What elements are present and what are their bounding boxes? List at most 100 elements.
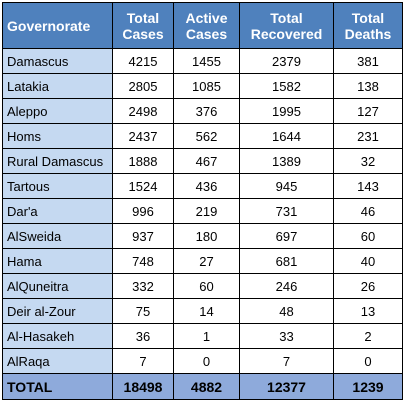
table-row: Al-Hasakeh 36 1 33 2 <box>2 323 403 349</box>
total-cases-cell: 75 <box>112 298 174 324</box>
covid-governorate-table: Governorate Total Cases Active Cases Total… <box>2 2 403 400</box>
active-cases-cell: 436 <box>173 173 240 199</box>
header-row: Governorate Total Cases Active Cases Total… <box>2 2 403 49</box>
governorate-cell: Deir al-Zour <box>2 298 113 324</box>
header-total-deaths: Total Deaths <box>333 2 403 49</box>
active-cases-cell: 467 <box>173 148 240 174</box>
governorate-cell: AlSweida <box>2 223 113 249</box>
table-row: Damascus 4215 1455 2379 381 <box>2 48 403 74</box>
header-total-cases-line1: Total <box>126 9 160 26</box>
total-cases-cell: 7 <box>112 348 174 374</box>
deaths-cell: 231 <box>333 123 403 149</box>
governorate-cell: Homs <box>2 123 113 149</box>
deaths-cell: 0 <box>333 348 403 374</box>
table-row: AlRaqa 7 0 7 0 <box>2 348 403 374</box>
total-cases-sum-cell: 18498 <box>112 373 174 400</box>
active-cases-cell: 562 <box>173 123 240 149</box>
table-row: Tartous 1524 436 945 143 <box>2 173 403 199</box>
deaths-cell: 26 <box>333 273 403 299</box>
total-cases-cell: 4215 <box>112 48 174 74</box>
recovered-cell: 681 <box>239 248 334 274</box>
recovered-cell: 1995 <box>239 98 334 124</box>
deaths-cell: 127 <box>333 98 403 124</box>
header-active-cases-line2: Cases <box>185 25 228 42</box>
deaths-cell: 60 <box>333 223 403 249</box>
header-active-cases-line1: Active <box>185 9 228 26</box>
governorate-cell: Dar'a <box>2 198 113 224</box>
recovered-sum-cell: 12377 <box>239 373 334 400</box>
total-cases-cell: 748 <box>112 248 174 274</box>
deaths-cell: 32 <box>333 148 403 174</box>
deaths-cell: 2 <box>333 323 403 349</box>
recovered-cell: 246 <box>239 273 334 299</box>
header-total-deaths-line1: Total <box>351 9 385 26</box>
recovered-cell: 1389 <box>239 148 334 174</box>
governorate-cell: AlQuneitra <box>2 273 113 299</box>
total-cases-cell: 36 <box>112 323 174 349</box>
recovered-cell: 2379 <box>239 48 334 74</box>
active-cases-cell: 1455 <box>173 48 240 74</box>
header-total-recovered: Total Recovered <box>239 2 334 49</box>
deaths-cell: 143 <box>333 173 403 199</box>
covid-governorate-table-container: Governorate Total Cases Active Cases Total… <box>2 2 403 400</box>
active-cases-sum-cell: 4882 <box>173 373 240 400</box>
header-total-deaths-line2: Deaths <box>344 25 392 42</box>
governorate-cell: Latakia <box>2 73 113 99</box>
total-cases-cell: 937 <box>112 223 174 249</box>
table-row: Rural Damascus 1888 467 1389 32 <box>2 148 403 174</box>
active-cases-cell: 219 <box>173 198 240 224</box>
recovered-cell: 48 <box>239 298 334 324</box>
header-total-cases-line2: Cases <box>122 25 164 42</box>
total-cases-cell: 2805 <box>112 73 174 99</box>
active-cases-cell: 0 <box>173 348 240 374</box>
recovered-cell: 33 <box>239 323 334 349</box>
governorate-cell: Rural Damascus <box>2 148 113 174</box>
governorate-cell: Hama <box>2 248 113 274</box>
recovered-cell: 1582 <box>239 73 334 99</box>
recovered-cell: 1644 <box>239 123 334 149</box>
header-governorate: Governorate <box>2 2 113 49</box>
active-cases-cell: 376 <box>173 98 240 124</box>
table-row: Aleppo 2498 376 1995 127 <box>2 98 403 124</box>
table-row: Homs 2437 562 1644 231 <box>2 123 403 149</box>
deaths-cell: 40 <box>333 248 403 274</box>
deaths-sum-cell: 1239 <box>333 373 403 400</box>
governorate-cell: Tartous <box>2 173 113 199</box>
table-row: Dar'a 996 219 731 46 <box>2 198 403 224</box>
table-row: Hama 748 27 681 40 <box>2 248 403 274</box>
header-total-cases: Total Cases <box>112 2 174 49</box>
recovered-cell: 945 <box>239 173 334 199</box>
total-cases-cell: 996 <box>112 198 174 224</box>
total-cases-cell: 1888 <box>112 148 174 174</box>
deaths-cell: 381 <box>333 48 403 74</box>
governorate-cell: Aleppo <box>2 98 113 124</box>
active-cases-cell: 27 <box>173 248 240 274</box>
active-cases-cell: 1 <box>173 323 240 349</box>
governorate-cell: Al-Hasakeh <box>2 323 113 349</box>
active-cases-cell: 14 <box>173 298 240 324</box>
header-active-cases: Active Cases <box>173 2 240 49</box>
deaths-cell: 46 <box>333 198 403 224</box>
recovered-cell: 7 <box>239 348 334 374</box>
active-cases-cell: 1085 <box>173 73 240 99</box>
header-total-recovered-line2: Recovered <box>250 25 323 42</box>
deaths-cell: 138 <box>333 73 403 99</box>
deaths-cell: 13 <box>333 298 403 324</box>
total-cases-cell: 2437 <box>112 123 174 149</box>
table-row: AlSweida 937 180 697 60 <box>2 223 403 249</box>
active-cases-cell: 60 <box>173 273 240 299</box>
total-cases-cell: 1524 <box>112 173 174 199</box>
header-total-recovered-line1: Total <box>270 9 303 26</box>
active-cases-cell: 180 <box>173 223 240 249</box>
governorate-cell: AlRaqa <box>2 348 113 374</box>
table-row: AlQuneitra 332 60 246 26 <box>2 273 403 299</box>
total-cases-cell: 2498 <box>112 98 174 124</box>
total-label-cell: TOTAL <box>2 373 113 400</box>
recovered-cell: 697 <box>239 223 334 249</box>
total-row: TOTAL 18498 4882 12377 1239 <box>2 373 403 400</box>
table-row: Latakia 2805 1085 1582 138 <box>2 73 403 99</box>
recovered-cell: 731 <box>239 198 334 224</box>
total-cases-cell: 332 <box>112 273 174 299</box>
governorate-cell: Damascus <box>2 48 113 74</box>
table-row: Deir al-Zour 75 14 48 13 <box>2 298 403 324</box>
